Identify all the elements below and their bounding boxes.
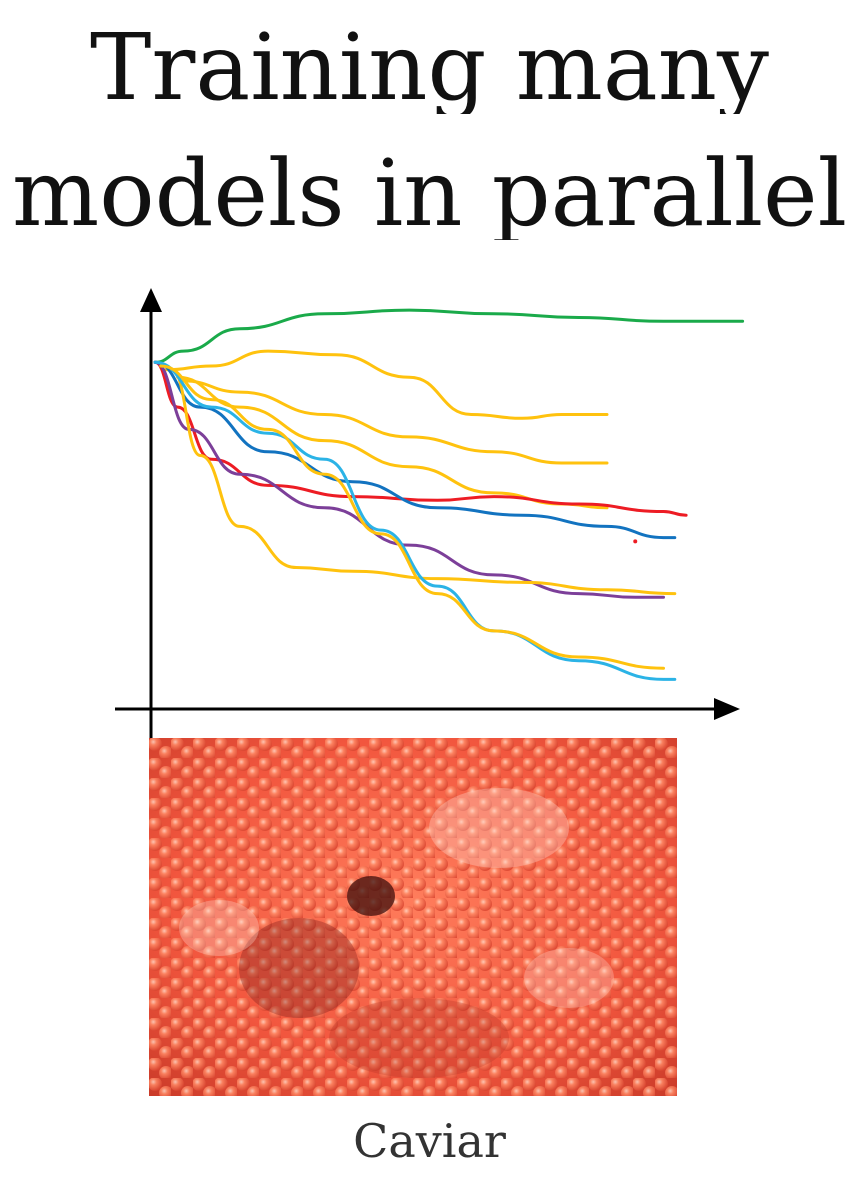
training-curve-5 [153,360,688,517]
training-curve-1 [153,308,745,364]
x-axis-arrow-icon [714,698,740,720]
training-curve-8 [170,368,677,596]
training-curve-10 [159,364,665,670]
photo-caption: Caviar [353,1114,506,1168]
training-curve-4 [176,375,609,510]
training-curve-9 [153,360,677,681]
title-line-2: models in parallel [11,148,848,240]
stray-point [633,539,638,544]
training-curve-2 [164,349,609,420]
caviar-photo [149,738,677,1096]
training-curve-6 [153,360,677,540]
training-curve-7 [153,360,665,599]
training-curves-chart [115,288,745,738]
title-line-1: Training many [90,22,769,114]
training-curve-3 [181,379,609,465]
y-axis-arrow-icon [140,288,162,312]
